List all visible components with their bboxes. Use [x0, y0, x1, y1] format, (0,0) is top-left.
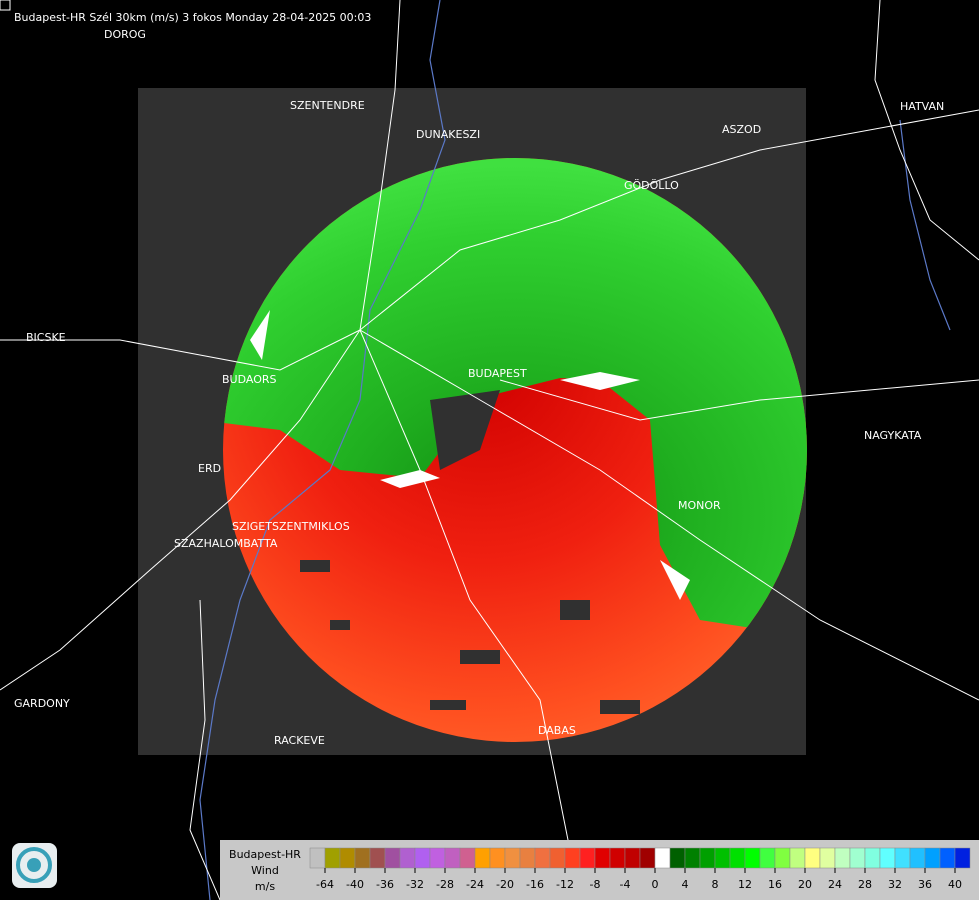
legend-tick-label: -40: [346, 878, 364, 891]
title-icon: [0, 0, 11, 11]
place-label: BICSKE: [26, 331, 66, 344]
legend-tick-label: 24: [828, 878, 842, 891]
color-swatch: [534, 847, 551, 869]
place-label: SZAZHALOMBATTA: [174, 537, 278, 550]
place-label: BUDAPEST: [468, 367, 527, 380]
color-swatch: [459, 847, 476, 869]
place-label: NAGYKATA: [864, 429, 922, 442]
color-swatch: [354, 847, 371, 869]
color-swatch: [879, 847, 896, 869]
color-swatch: [654, 847, 671, 869]
legend-tick-label: -12: [556, 878, 574, 891]
color-swatch: [789, 847, 806, 869]
color-swatch: [609, 847, 626, 869]
title: Budapest-HR Szél 30km (m/s) 3 fokos Mond…: [14, 11, 371, 24]
legend-tick-label: -16: [526, 878, 544, 891]
color-swatch: [309, 847, 326, 869]
legend-tick-label: 40: [948, 878, 962, 891]
place-label: ASZOD: [722, 123, 761, 136]
legend-tick-label: 20: [798, 878, 812, 891]
place-label: SZENTENDRE: [290, 99, 365, 112]
radar-echoes: [223, 158, 807, 742]
color-swatch: [324, 847, 341, 869]
color-swatch: [594, 847, 611, 869]
color-swatch: [684, 847, 701, 869]
color-swatch: [819, 847, 836, 869]
color-swatch: [729, 847, 746, 869]
color-swatch: [639, 847, 656, 869]
legend-tick-label: 12: [738, 878, 752, 891]
legend-tick-label: 0: [652, 878, 659, 891]
legend-tick-label: -8: [590, 878, 601, 891]
place-label: GARDONY: [14, 697, 70, 710]
color-swatch: [429, 847, 446, 869]
color-swatch: [894, 847, 911, 869]
color-swatch: [669, 847, 686, 869]
color-swatch: [774, 847, 791, 869]
color-swatch: [504, 847, 521, 869]
color-swatch: [549, 847, 566, 869]
legend-tick-label: -20: [496, 878, 514, 891]
color-swatch: [399, 847, 416, 869]
place-label: BUDAORS: [222, 373, 277, 386]
place-label: HATVAN: [900, 100, 944, 113]
legend-tick-label: 32: [888, 878, 902, 891]
legend-tick-label: -32: [406, 878, 424, 891]
legend-unit: m/s: [255, 880, 275, 893]
legend-tick-label: -24: [466, 878, 484, 891]
color-swatch: [954, 847, 971, 869]
logo: [12, 843, 57, 888]
color-swatch: [369, 847, 386, 869]
place-label: ERD: [198, 462, 221, 475]
legend-quantity: Wind: [251, 864, 279, 877]
place-label: DOROG: [104, 28, 146, 41]
color-swatch: [414, 847, 431, 869]
place-label: MONOR: [678, 499, 721, 512]
legend-tick-label: -64: [316, 878, 334, 891]
color-swatch: [444, 847, 461, 869]
color-swatch: [864, 847, 881, 869]
color-swatch: [519, 847, 536, 869]
color-swatch: [489, 847, 506, 869]
color-swatch: [564, 847, 581, 869]
color-swatch: [699, 847, 716, 869]
legend-source: Budapest-HR: [229, 848, 301, 861]
legend-tick-label: 16: [768, 878, 782, 891]
place-label: SZIGETSZENTMIKLOS: [232, 520, 350, 533]
color-swatch: [849, 847, 866, 869]
legend-tick-label: -36: [376, 878, 394, 891]
color-swatch: [624, 847, 641, 869]
legend-tick-label: 4: [682, 878, 689, 891]
color-swatch: [714, 847, 731, 869]
color-swatch: [804, 847, 821, 869]
color-swatch: [909, 847, 926, 869]
color-swatch: [339, 847, 356, 869]
place-label: RACKEVE: [274, 734, 325, 747]
place-label: DABAS: [538, 724, 576, 737]
color-swatch: [759, 847, 776, 869]
color-swatch: [384, 847, 401, 869]
legend-tick-label: 36: [918, 878, 932, 891]
color-swatch: [834, 847, 851, 869]
legend-tick-label: 28: [858, 878, 872, 891]
legend-tick-label: -4: [620, 878, 631, 891]
color-swatch: [579, 847, 596, 869]
legend: Budapest-HR Wind m/s -64 -40 -36 -32 -28 -24-…: [220, 840, 979, 900]
color-swatch: [474, 847, 491, 869]
legend-tick-label: 8: [712, 878, 719, 891]
place-label: GÖDÖLLO: [624, 179, 679, 192]
place-label: DUNAKESZI: [416, 128, 480, 141]
legend-tick-label: -28: [436, 878, 454, 891]
color-swatch: [939, 847, 956, 869]
color-swatch: [924, 847, 941, 869]
color-swatch: [744, 847, 761, 869]
